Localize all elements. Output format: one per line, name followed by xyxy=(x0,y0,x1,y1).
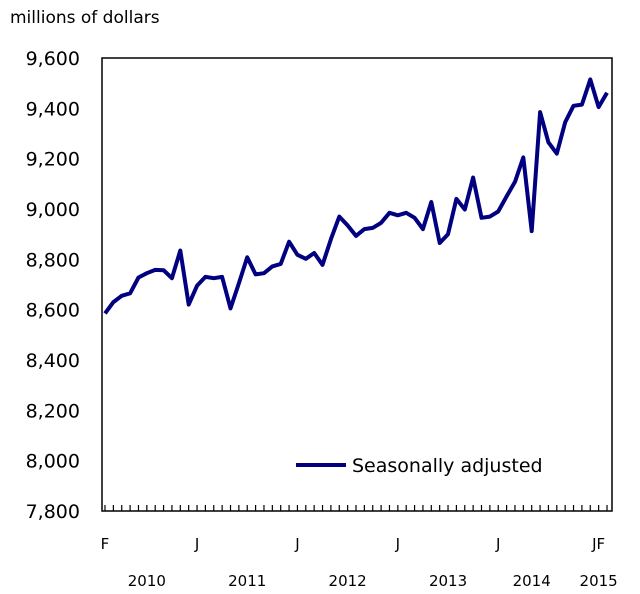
x-month-label: J xyxy=(194,535,199,553)
y-tick-label: 8,200 xyxy=(26,400,80,422)
y-tick-label: 8,400 xyxy=(26,350,80,372)
x-month-label: JF xyxy=(591,535,605,553)
x-year-label: 2010 xyxy=(128,572,166,590)
x-month-label: J xyxy=(395,535,400,553)
x-axis-ticks xyxy=(104,505,608,511)
x-month-label: J xyxy=(495,535,500,553)
y-tick-label: 8,600 xyxy=(26,300,80,322)
y-tick-label: 8,000 xyxy=(26,451,80,473)
x-axis-labels: F J J J J JF 2010 2011 2012 2013 2014 2015 xyxy=(101,535,618,590)
x-year-label: 2012 xyxy=(329,572,367,590)
x-month-label: J xyxy=(294,535,299,553)
y-tick-label: 9,200 xyxy=(26,149,80,171)
x-year-label: 2014 xyxy=(513,572,551,590)
series-line xyxy=(103,77,609,315)
y-tick-label: 9,600 xyxy=(26,48,80,70)
y-tick-label: 9,000 xyxy=(26,199,80,221)
y-tick-label: 8,800 xyxy=(26,249,80,271)
y-axis-unit-label: millions of dollars xyxy=(10,8,160,28)
x-month-label: F xyxy=(101,535,110,553)
y-axis-tick-labels: 7,800 8,000 8,200 8,400 8,600 8,800 9,000 9,200… xyxy=(26,48,80,523)
series-group xyxy=(103,77,609,315)
y-tick-label: 7,800 xyxy=(26,501,80,523)
y-tick-label: 9,400 xyxy=(26,98,80,120)
legend: Seasonally adjusted xyxy=(296,455,543,477)
legend-label: Seasonally adjusted xyxy=(352,455,543,477)
x-year-label: 2013 xyxy=(429,572,467,590)
plot-area-frame xyxy=(101,57,613,512)
x-year-label: 2015 xyxy=(580,572,618,590)
x-year-label: 2011 xyxy=(228,572,266,590)
